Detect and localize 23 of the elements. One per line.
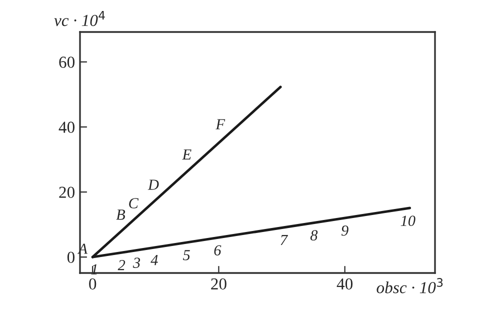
annotation: 6 <box>214 245 222 256</box>
annotation: F <box>216 119 226 130</box>
annotation: 4 <box>150 255 158 266</box>
x-tick-label: 40 <box>336 278 353 290</box>
annotation: 5 <box>182 250 190 260</box>
annotation: 3 <box>132 258 140 268</box>
annotation: E <box>182 149 192 160</box>
annotation: C <box>129 198 139 208</box>
annotation: 7 <box>280 235 288 246</box>
y-tick-label: 60 <box>59 56 75 68</box>
y-tick-label: 20 <box>59 186 75 198</box>
x-tick-label: 20 <box>211 278 226 290</box>
annotation: 10 <box>400 216 416 226</box>
y-axis-title: vc · 10$^{4}$ <box>54 11 105 26</box>
x-axis-title: obsc · 10$^{3}$ <box>376 278 443 294</box>
y-tick-label: 40 <box>58 122 75 133</box>
annotation: 2 <box>118 260 126 270</box>
x-tick-label: 0 <box>89 278 96 290</box>
annotation: 8 <box>310 230 318 240</box>
annotation: 9 <box>341 225 348 236</box>
y-tick-label: 0 <box>67 252 75 264</box>
annotation: D <box>148 180 159 190</box>
annotation: B <box>116 210 126 220</box>
